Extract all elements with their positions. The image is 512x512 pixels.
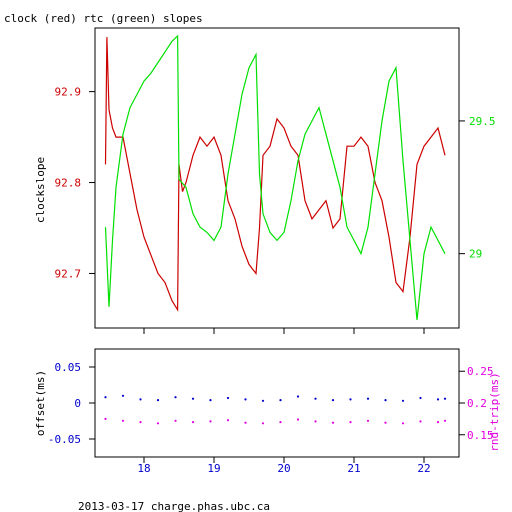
scatter-point-rnd-trip [226, 419, 230, 422]
scatter-point-rnd-trip [261, 422, 265, 425]
top-plot-layer: 92.7 92.8 92.9 29 29.5 [55, 34, 496, 334]
scatter-point-offset [296, 395, 300, 398]
series-line-clock [104, 37, 446, 312]
scatter-point-offset [436, 398, 440, 401]
scatter-point-rnd-trip [121, 419, 125, 422]
scatter-point-rnd-trip [139, 421, 142, 424]
scatter-point-rnd-trip [244, 421, 247, 424]
scatter-point-rnd-trip [436, 421, 440, 424]
scatter-point-rnd-trip [296, 418, 300, 421]
top-y-tick-label: 92.7 [55, 267, 82, 280]
bottom-y-tick-label: 0 [74, 397, 81, 410]
scatter-point-offset [443, 397, 447, 400]
scatter-point-offset [226, 396, 230, 400]
top-y2-tick-label: 29 [469, 248, 482, 261]
bottom-y-axis-label: offset(ms) [34, 370, 47, 436]
top-y-tick-label: 92.9 [55, 86, 82, 99]
bottom-x-tick-label: 22 [417, 462, 430, 475]
scatter-point-rnd-trip [366, 419, 370, 422]
scatter-point-offset [349, 398, 352, 401]
chart-title: clock (red) rtc (green) slopes [4, 12, 203, 25]
scatter-point-offset [331, 399, 335, 402]
scatter-point-offset [384, 399, 387, 402]
bottom-x-tick-label: 20 [277, 462, 290, 475]
scatter-point-offset [261, 399, 265, 402]
scatter-point-rnd-trip [279, 421, 282, 424]
bottom-y2-tick-label: 0.2 [467, 397, 487, 410]
scatter-point-offset [209, 399, 212, 402]
scatter-point-offset [174, 396, 177, 399]
top-plot-frame [94, 27, 460, 329]
top-y-tick-label: 92.8 [55, 177, 82, 190]
top-y-axis-label: clockslope [34, 157, 47, 223]
scatter-point-rnd-trip [174, 419, 177, 422]
series-line-rtc [104, 34, 446, 321]
bottom-plot-layer: 18 19 20 21 22 -0.05 0 0.05 0.15 0.2 0.25 [48, 361, 494, 475]
scatter-point-offset [191, 397, 195, 400]
scatter-point-rnd-trip [156, 422, 160, 425]
scatter-point-offset [244, 398, 247, 401]
bottom-plot-frame [94, 348, 460, 458]
bottom-x-tick-label: 21 [347, 462, 360, 475]
scatter-point-offset [156, 399, 160, 402]
scatter-point-rnd-trip [209, 420, 212, 423]
scatter-point-offset [279, 399, 282, 402]
bottom-y2-tick-label: 0.15 [467, 429, 494, 442]
scatter-point-rnd-trip [401, 422, 405, 425]
scatter-point-rnd-trip [419, 420, 422, 423]
scatter-point-offset [121, 394, 125, 397]
scatter-point-offset [419, 396, 422, 400]
scatter-point-rnd-trip [349, 421, 352, 424]
top-y2-tick-label: 29.5 [469, 115, 496, 128]
scatter-point-rnd-trip [331, 421, 335, 424]
scatter-point-offset [104, 396, 107, 399]
footer-text: 2013-03-17 charge.phas.ubc.ca [78, 500, 270, 512]
scatter-point-offset [366, 397, 370, 400]
scatter-point-rnd-trip [191, 421, 195, 424]
bottom-y-tick-label: 0.05 [55, 361, 82, 374]
scatter-point-offset [401, 399, 405, 402]
bottom-x-tick-label: 18 [137, 462, 150, 475]
bottom-x-tick-label: 19 [207, 462, 220, 475]
bottom-y2-tick-label: 0.25 [467, 365, 494, 378]
scatter-point-rnd-trip [314, 420, 317, 423]
bottom-y-tick-label: -0.05 [48, 433, 81, 446]
scatter-point-rnd-trip [384, 421, 387, 424]
scatter-point-offset [139, 398, 142, 401]
scatter-point-rnd-trip [443, 419, 447, 422]
scatter-point-offset [314, 397, 317, 400]
scatter-point-rnd-trip [104, 417, 107, 420]
bottom-y2-axis-label: rnd-trip(ms) [488, 372, 501, 451]
